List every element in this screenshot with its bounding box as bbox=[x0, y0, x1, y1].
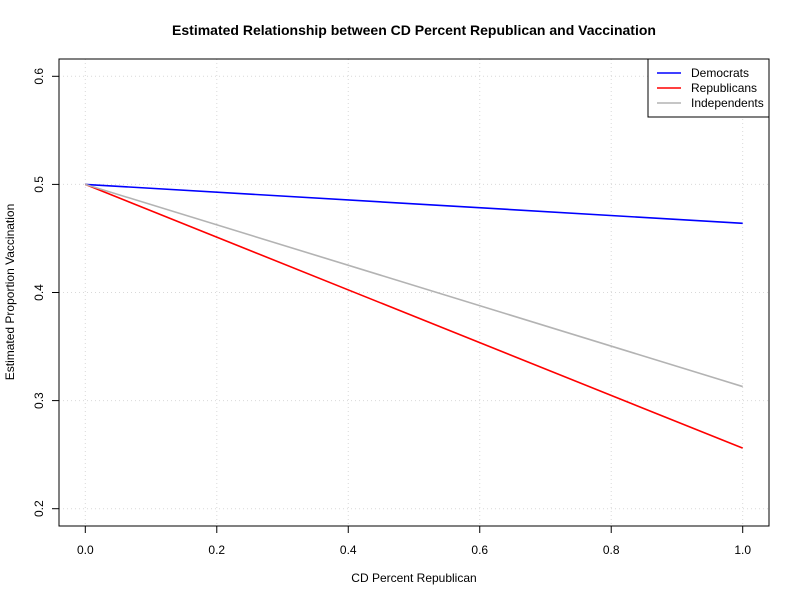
x-axis-label: CD Percent Republican bbox=[351, 571, 476, 585]
chart-title: Estimated Relationship between CD Percen… bbox=[172, 22, 656, 38]
x-tick-label: 0.6 bbox=[471, 543, 488, 557]
legend-label: Independents bbox=[691, 96, 764, 110]
x-tick-label: 1.0 bbox=[734, 543, 751, 557]
legend-label: Republicans bbox=[691, 81, 757, 95]
y-tick-label: 0.3 bbox=[32, 392, 46, 409]
x-tick-label: 0.4 bbox=[340, 543, 357, 557]
x-tick-label: 0.8 bbox=[603, 543, 620, 557]
series-line-republicans bbox=[85, 183, 743, 449]
axis-layer: 0.0 0.2 0.4 0.6 0.8 1.0 0.2 0.3 0.4 0.5 0.6 bbox=[32, 68, 751, 557]
y-tick-label: 0.6 bbox=[32, 68, 46, 85]
y-tick-label: 0.2 bbox=[32, 500, 46, 517]
x-tick-label: 0.2 bbox=[208, 543, 225, 557]
legend-label: Democrats bbox=[691, 66, 749, 80]
y-tick-label: 0.5 bbox=[32, 176, 46, 193]
y-tick-label: 0.4 bbox=[32, 284, 46, 301]
series-line-independents bbox=[85, 183, 743, 388]
y-axis-label: Estimated Proportion Vaccination bbox=[3, 204, 17, 381]
series-line-democrats bbox=[85, 183, 743, 225]
series-layer bbox=[85, 183, 743, 449]
x-tick-label: 0.0 bbox=[77, 543, 94, 557]
